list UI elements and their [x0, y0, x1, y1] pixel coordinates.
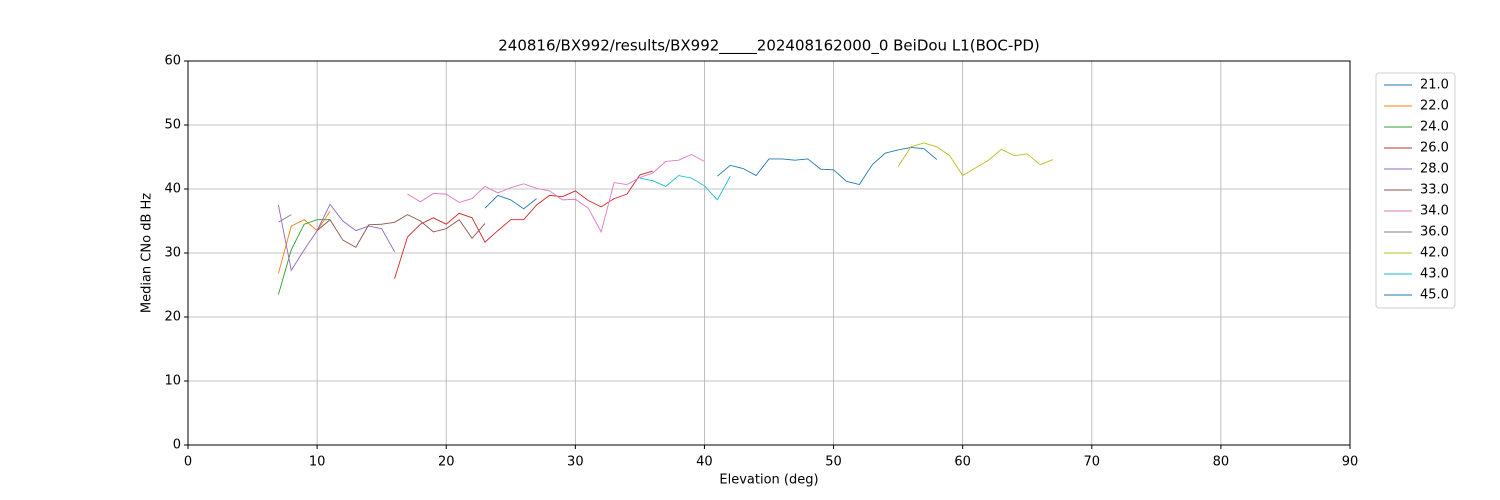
y-tick-label: 10 [164, 374, 181, 389]
legend-label: 36.0 [1420, 225, 1449, 240]
x-tick-label: 60 [954, 455, 971, 470]
y-axis-label: Median CNo dB Hz [140, 193, 155, 313]
y-tick-label: 40 [164, 182, 181, 197]
chart-title: 240816/BX992/results/BX992_____202408162… [498, 37, 1040, 56]
y-tick-label: 50 [164, 118, 181, 133]
legend-label: 33.0 [1420, 183, 1449, 198]
series-line [484, 194, 537, 210]
x-tick-label: 20 [438, 455, 455, 470]
series-line [717, 146, 938, 186]
series-line [897, 142, 1054, 177]
series-line [316, 214, 486, 248]
x-axis-label: Elevation (deg) [719, 473, 818, 488]
y-tick-label: 20 [164, 310, 181, 325]
y-tick-label: 0 [173, 438, 181, 453]
x-tick-label: 90 [1342, 455, 1359, 470]
x-tick-label: 80 [1213, 455, 1230, 470]
legend-label: 21.0 [1420, 78, 1449, 93]
legend-label: 43.0 [1420, 267, 1449, 282]
legend-label: 34.0 [1420, 204, 1449, 219]
legend-label: 24.0 [1420, 120, 1449, 135]
x-tick-label: 0 [184, 455, 192, 470]
x-tick-label: 30 [567, 455, 584, 470]
series-line [277, 203, 395, 272]
y-tick-label: 30 [164, 246, 181, 261]
legend-label: 45.0 [1420, 288, 1449, 303]
series-line [278, 214, 292, 223]
legend-box [1375, 72, 1456, 309]
legend-label: 28.0 [1420, 162, 1449, 177]
x-tick-label: 40 [696, 455, 713, 470]
series-line [407, 153, 705, 234]
series-line [277, 219, 331, 295]
series-line [639, 175, 731, 201]
legend-label: 42.0 [1420, 246, 1449, 261]
x-tick-label: 50 [825, 455, 842, 470]
legend-label: 26.0 [1420, 141, 1449, 156]
y-tick-label: 60 [164, 54, 181, 69]
series-line [277, 211, 331, 274]
plot-frame [187, 60, 1351, 446]
series-line [394, 170, 653, 279]
legend-label: 22.0 [1420, 99, 1449, 114]
x-tick-label: 70 [1084, 455, 1101, 470]
x-tick-label: 10 [309, 455, 326, 470]
